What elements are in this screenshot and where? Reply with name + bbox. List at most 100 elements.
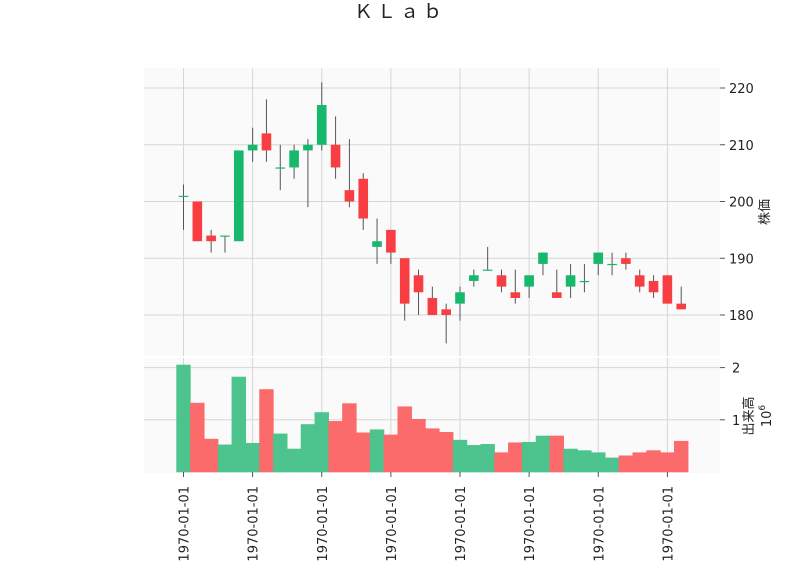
candle-body-36	[676, 303, 686, 310]
candle-body-7	[275, 167, 286, 169]
volume-axis-multiplier: 106	[758, 405, 775, 428]
volume-bar-6	[259, 389, 274, 473]
price-axis-label: 株価	[758, 199, 773, 225]
candle-body-34	[648, 280, 659, 293]
volume-bar-27	[549, 435, 564, 473]
volume-bar-20	[452, 439, 468, 473]
volume-bar-4	[231, 376, 247, 473]
candle-body-4	[234, 150, 244, 242]
price-tick-label-1: 190	[729, 252, 754, 267]
volume-bar-28	[563, 448, 578, 473]
candle-body-5	[247, 144, 258, 151]
volume-bar-21	[466, 445, 482, 473]
volume-bar-9	[300, 424, 316, 473]
volume-tick-label-0: 1	[732, 414, 740, 429]
candle-body-9	[303, 144, 313, 151]
volume-bar-32	[618, 455, 634, 473]
candle-body-26	[538, 252, 548, 264]
volume-bar-14	[369, 429, 385, 473]
price-tick-label-3: 210	[729, 139, 754, 154]
price-axis-ticks: 180 190 200 210 220	[720, 82, 754, 324]
volume-axis-label: 出来高	[741, 396, 757, 435]
volume-bar-34	[646, 450, 661, 473]
candle-body-6	[261, 133, 272, 151]
volume-bar-33	[632, 452, 647, 473]
candle-body-12	[344, 190, 355, 202]
candle-body-3	[220, 235, 230, 237]
price-tick-label-4: 220	[729, 82, 754, 97]
candle-body-32	[621, 258, 631, 264]
candle-body-24	[510, 292, 521, 298]
price-candles	[178, 82, 686, 344]
volume-axis-ticks: 12	[720, 362, 740, 429]
candle-body-17	[413, 275, 424, 293]
x-tick-label-6: 1970-01-01	[592, 486, 607, 562]
volume-bar-5	[245, 442, 260, 473]
candle-body-23	[496, 275, 507, 287]
price-tick-label-0: 180	[729, 309, 754, 324]
x-tick-label-2: 1970-01-01	[316, 486, 331, 562]
candle-body-13	[358, 178, 369, 219]
candle-body-20	[455, 292, 465, 304]
candle-body-27	[551, 292, 562, 298]
candle-body-0	[178, 195, 189, 198]
volume-bar-2	[203, 438, 219, 473]
volume-bar-11	[328, 421, 343, 473]
volume-multiplier-exponent: 6	[758, 405, 768, 411]
candle-body-11	[330, 144, 341, 168]
candle-body-29	[579, 280, 590, 283]
volume-bar-18	[425, 428, 440, 473]
x-axis-ticks: 1970-01-01 1970-01-01 1970-01-01 1970-01-01…	[178, 472, 676, 562]
x-tick-label-5: 1970-01-01	[523, 486, 538, 562]
candle-body-15	[386, 229, 396, 253]
volume-bar-1	[190, 402, 205, 473]
volume-bar-29	[577, 450, 592, 473]
x-tick-label-1: 1970-01-01	[247, 486, 262, 562]
x-tick-label-3: 1970-01-01	[385, 486, 400, 562]
volume-bar-17	[411, 418, 426, 473]
candle-body-8	[289, 150, 299, 168]
volume-bar-15	[383, 434, 399, 473]
volume-bar-31	[604, 457, 620, 473]
volume-bar-24	[508, 442, 523, 473]
volume-bar-7	[273, 433, 288, 473]
candle-body-18	[427, 297, 438, 315]
candle-body-14	[372, 241, 382, 247]
x-tick-label-4: 1970-01-01	[454, 486, 469, 562]
volume-multiplier-base: 10	[760, 411, 775, 428]
candle-body-33	[634, 275, 645, 287]
volume-bar-22	[480, 444, 495, 473]
volume-bar-26	[535, 435, 551, 473]
volume-tick-label-1: 2	[732, 362, 740, 377]
volume-bar-36	[673, 440, 689, 473]
volume-bar-23	[494, 452, 509, 473]
candle-body-1	[192, 201, 203, 242]
volume-bar-35	[660, 452, 675, 473]
volume-bar-10	[314, 412, 329, 473]
volume-bar-25	[521, 441, 537, 473]
x-tick-label-7: 1970-01-01	[661, 486, 676, 562]
volume-bars	[176, 364, 689, 473]
volume-bar-8	[286, 448, 302, 473]
volume-bar-0	[176, 364, 191, 473]
x-tick-label-0: 1970-01-01	[178, 486, 193, 562]
candle-body-16	[399, 258, 410, 304]
volume-bar-30	[591, 452, 606, 473]
volume-bar-12	[342, 403, 357, 473]
candle-body-10	[316, 105, 327, 145]
volume-bar-3	[217, 444, 233, 473]
chart-title: ＫＬａｂ	[354, 1, 446, 23]
candle-body-28	[565, 275, 576, 287]
candle-body-31	[607, 263, 617, 266]
candle-body-21	[469, 275, 479, 281]
volume-bar-16	[397, 406, 412, 473]
volume-bar-13	[356, 432, 371, 473]
candle-body-19	[441, 309, 451, 315]
candle-body-22	[482, 269, 493, 271]
candle-body-35	[662, 275, 673, 304]
candle-body-30	[593, 252, 604, 264]
candle-body-2	[206, 235, 216, 242]
price-tick-label-2: 200	[729, 196, 754, 211]
volume-bar-19	[438, 432, 454, 473]
